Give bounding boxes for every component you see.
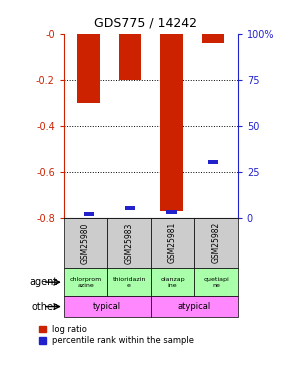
Text: GSM25980: GSM25980 xyxy=(81,222,90,264)
Text: thioridazin
e: thioridazin e xyxy=(112,277,146,288)
Bar xyxy=(151,268,194,296)
Text: olanzap
ine: olanzap ine xyxy=(160,277,185,288)
Bar xyxy=(84,212,94,216)
Bar xyxy=(208,160,218,165)
Text: typical: typical xyxy=(93,302,121,311)
Bar xyxy=(194,268,238,296)
Bar xyxy=(166,210,177,214)
Bar xyxy=(64,217,107,268)
Bar xyxy=(125,206,135,210)
Text: atypical: atypical xyxy=(178,302,211,311)
Legend: log ratio, percentile rank within the sample: log ratio, percentile rank within the sa… xyxy=(39,325,194,345)
Bar xyxy=(64,268,107,296)
Text: GSM25981: GSM25981 xyxy=(168,222,177,263)
Text: quetiapi
ne: quetiapi ne xyxy=(203,277,229,288)
Text: chlorprom
azine: chlorprom azine xyxy=(69,277,102,288)
Bar xyxy=(107,217,151,268)
Text: GSM25983: GSM25983 xyxy=(124,222,134,264)
Bar xyxy=(194,217,238,268)
Text: GSM25982: GSM25982 xyxy=(211,222,221,263)
Bar xyxy=(202,34,224,43)
Text: agent: agent xyxy=(30,277,58,287)
Bar xyxy=(64,296,151,317)
Bar xyxy=(119,34,142,80)
Text: other: other xyxy=(32,302,58,312)
Text: GDS775 / 14242: GDS775 / 14242 xyxy=(93,17,197,30)
Bar xyxy=(107,268,151,296)
Bar xyxy=(77,34,100,103)
Bar xyxy=(151,217,194,268)
Bar xyxy=(151,296,238,317)
Bar xyxy=(160,34,183,211)
